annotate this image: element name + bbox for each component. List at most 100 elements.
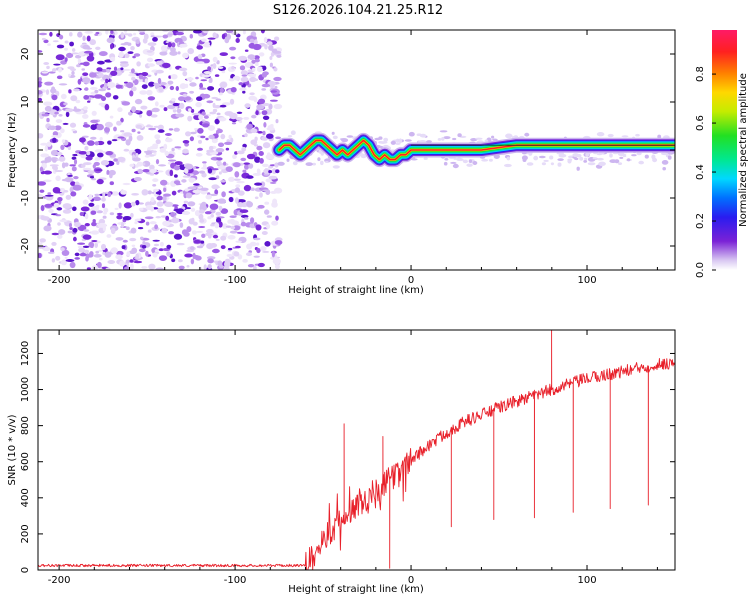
noise-speckle [116,156,126,162]
noise-speckle [118,202,122,209]
noise-speckle [176,242,185,246]
noise-speckle [181,179,187,183]
signal-speckle [390,140,396,145]
noise-speckle [262,115,270,121]
noise-speckle [118,51,125,58]
noise-speckle [195,101,202,108]
noise-speckle [52,187,61,194]
noise-speckle [219,81,228,88]
noise-speckle [173,180,181,185]
noise-speckle [148,81,155,87]
noise-speckle [103,207,109,213]
noise-speckle [195,230,204,233]
noise-speckle [151,150,158,153]
noise-speckle [253,255,260,258]
noise-speckle [61,139,66,144]
noise-speckle [209,203,219,210]
noise-speckle [241,74,248,77]
noise-speckle [152,239,160,242]
noise-speckle [194,210,201,217]
noise-speckle [43,39,49,44]
noise-speckle [69,223,72,228]
noise-speckle [44,81,54,86]
noise-speckle [107,192,112,198]
signal-speckle [466,163,473,167]
signal-speckle [621,135,629,138]
noise-speckle [214,189,219,195]
noise-speckle [273,103,283,110]
noise-speckle [147,63,155,67]
noise-speckle [271,168,277,175]
noise-speckle [52,68,57,73]
noise-speckle [77,58,82,64]
signal-speckle [472,161,478,165]
noise-speckle [125,259,130,264]
noise-speckle [244,164,249,170]
noise-speckle [44,145,48,152]
noise-speckle [165,215,170,221]
noise-speckle [77,31,83,38]
signal-speckle [596,132,605,137]
noise-speckle [233,178,241,181]
spectral-ridge-band [278,139,675,161]
noise-speckle [228,176,235,182]
noise-speckle [115,254,123,260]
noise-speckle [234,171,240,178]
noise-speckle [243,116,250,120]
noise-speckle [258,151,264,156]
noise-speckle [268,175,278,180]
noise-speckle [198,209,205,214]
y-tick-label: 20 [20,48,31,61]
noise-speckle [131,76,136,81]
noise-speckle [200,240,205,244]
noise-speckle [129,263,134,270]
signal-speckle [598,161,606,166]
noise-speckle [249,241,257,247]
noise-speckle [41,113,50,117]
noise-speckle [155,216,161,219]
noise-speckle [41,37,46,41]
noise-speckle [270,90,278,93]
noise-speckle [234,187,241,193]
noise-speckle [274,36,280,41]
noise-speckle [210,214,214,218]
signal-speckle [492,138,498,141]
noise-speckle [38,83,42,88]
noise-speckle [223,266,230,270]
noise-speckle [254,182,263,186]
signal-speckle [450,161,457,164]
noise-speckle [187,186,197,190]
noise-speckle [186,77,194,81]
noise-speckle [52,131,59,137]
noise-speckle [257,131,263,134]
noise-speckle [272,258,281,265]
noise-speckle [159,104,165,108]
x-tick-label: 0 [408,575,414,586]
noise-speckle [216,128,223,134]
noise-speckle [219,87,224,94]
noise-speckle [141,245,147,249]
noise-speckle [219,104,227,108]
noise-speckle [243,217,249,220]
noise-speckle [93,94,103,99]
noise-speckle [100,160,110,166]
noise-speckle [178,67,188,72]
noise-speckle [82,135,89,138]
noise-speckle [246,153,256,160]
noise-speckle [68,73,71,77]
noise-speckle [207,66,212,72]
noise-speckle [169,169,174,176]
noise-speckle [152,184,157,187]
signal-speckle [567,159,572,164]
signal-speckle [574,157,579,161]
noise-speckle [193,239,201,244]
noise-speckle [148,127,157,131]
noise-speckle [49,31,53,37]
signal-speckle [622,154,627,158]
noise-speckle [38,252,42,259]
noise-speckle [211,184,220,190]
noise-speckle [138,248,146,253]
noise-speckle [131,128,136,133]
noise-speckle [231,122,237,125]
signal-speckle [543,159,549,162]
